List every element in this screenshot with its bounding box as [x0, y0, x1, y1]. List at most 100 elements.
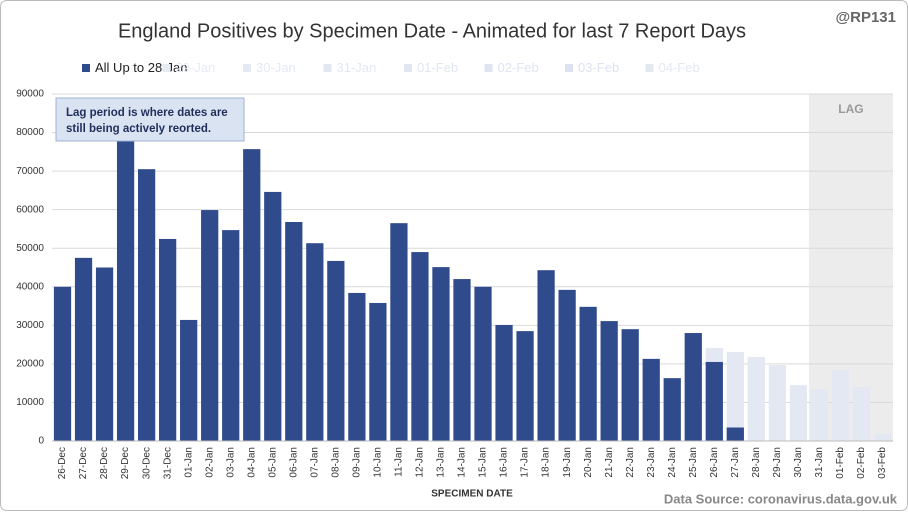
x-tick-label: 03-Jan — [225, 447, 236, 478]
y-tick-label: 40000 — [16, 281, 44, 292]
legend-swatch — [162, 64, 171, 72]
bar — [201, 210, 219, 441]
x-tick-label: 26-Jan — [709, 447, 720, 478]
x-tick-label: 15-Jan — [478, 447, 489, 478]
y-tick-label: 70000 — [16, 166, 44, 177]
x-tick-label: 27-Jan — [730, 447, 741, 478]
x-tick-label: 29-Dec — [120, 447, 131, 479]
bar — [810, 388, 829, 441]
annotation-text: still being actively reorted. — [66, 123, 211, 135]
y-tick-label: 90000 — [16, 89, 44, 100]
x-tick-label: 19-Jan — [562, 447, 573, 478]
bar — [327, 260, 345, 441]
bar — [390, 223, 408, 441]
x-tick-label: 21-Jan — [604, 447, 615, 478]
bar — [264, 191, 282, 441]
bar — [831, 370, 850, 441]
bar — [684, 333, 702, 441]
legend-label: 03-Feb — [578, 60, 619, 75]
x-tick-label: 16-Jan — [499, 447, 510, 478]
legend-swatch — [645, 64, 654, 72]
y-tick-label: 80000 — [16, 127, 44, 138]
bar — [663, 378, 681, 441]
bar — [726, 351, 744, 441]
x-tick-label: 30-Dec — [141, 447, 152, 479]
legend-swatch — [82, 64, 90, 72]
x-tick-label: 04-Jan — [246, 447, 257, 478]
x-axis-label: SPECIMEN DATE — [431, 489, 513, 500]
source: Data Source: coronavirus.data.gov.uk — [664, 491, 898, 506]
x-tick-label: 31-Dec — [162, 447, 173, 479]
y-tick-label: 10000 — [16, 397, 44, 408]
legend-swatch — [565, 64, 573, 72]
y-tick-label: 30000 — [16, 320, 44, 331]
bar — [768, 365, 786, 441]
legend-swatch — [243, 64, 251, 72]
x-tick-label: 01-Feb — [835, 447, 846, 479]
x-tick-label: 02-Feb — [856, 447, 867, 479]
bar — [642, 358, 660, 441]
chart-title: England Positives by Specimen Date - Ani… — [118, 20, 746, 42]
bar — [474, 286, 492, 441]
x-tick-label: 29-Jan — [772, 447, 783, 478]
bar — [516, 331, 534, 441]
y-tick-label: 60000 — [16, 204, 44, 215]
x-tick-label: 31-Jan — [814, 447, 825, 478]
bar — [369, 302, 387, 441]
bar — [789, 385, 808, 441]
bar — [495, 324, 513, 441]
bar — [348, 292, 366, 441]
bar — [852, 387, 871, 441]
bar — [705, 361, 723, 441]
legend-label: 02-Feb — [498, 60, 539, 75]
bar — [285, 222, 303, 441]
x-tick-label: 11-Jan — [394, 447, 405, 477]
legend-swatch — [323, 64, 332, 72]
bar — [411, 252, 429, 441]
x-tick-label: 08-Jan — [330, 447, 341, 478]
y-tick-label: 0 — [38, 436, 44, 447]
bar — [243, 149, 261, 441]
x-tick-label: 13-Jan — [436, 447, 447, 478]
x-tick-label: 20-Jan — [583, 447, 594, 478]
lag-region — [808, 94, 893, 441]
x-tick-label: 23-Jan — [646, 447, 657, 478]
bar — [116, 136, 135, 441]
bar — [95, 267, 114, 441]
bar — [222, 230, 240, 441]
x-tick-label: 28-Dec — [99, 447, 110, 479]
bar — [537, 270, 555, 441]
x-tick-label: 10-Jan — [373, 447, 384, 478]
bar — [180, 319, 198, 441]
y-tick-label: 20000 — [16, 359, 44, 370]
annotation-text: Lag period is where dates are — [66, 107, 228, 119]
x-tick-label: 02-Jan — [204, 447, 215, 478]
bar — [726, 427, 744, 441]
bar — [53, 286, 72, 441]
bar — [747, 356, 765, 441]
x-tick-label: 05-Jan — [267, 447, 278, 478]
bar — [306, 243, 324, 441]
x-tick-label: 09-Jan — [352, 447, 363, 478]
x-tick-label: 30-Jan — [793, 447, 804, 478]
legend-label: 31-Jan — [337, 60, 377, 75]
x-tick-label: 28-Jan — [751, 447, 762, 478]
x-tick-label: 03-Feb — [877, 447, 888, 479]
legend-label: 04-Feb — [659, 60, 700, 75]
x-tick-label: 18-Jan — [541, 447, 552, 478]
x-tick-label: 26-Dec — [57, 447, 68, 479]
x-tick-label: 06-Jan — [288, 447, 299, 478]
legend-swatch — [484, 64, 493, 72]
x-tick-label: 14-Jan — [457, 447, 468, 478]
legend-label: 29-Jan — [176, 60, 216, 75]
y-tick-label: 50000 — [16, 243, 44, 254]
legend-label: 30-Jan — [256, 60, 296, 75]
legend-swatch — [404, 64, 412, 72]
x-tick-label: 22-Jan — [625, 447, 636, 478]
bar — [453, 279, 471, 441]
bar — [621, 329, 639, 441]
x-tick-label: 12-Jan — [415, 447, 426, 478]
lag-label: LAG — [838, 102, 863, 116]
bar — [74, 257, 93, 441]
